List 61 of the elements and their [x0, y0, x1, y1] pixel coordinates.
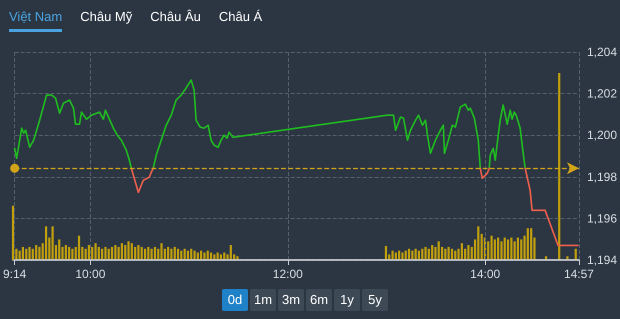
bar	[108, 248, 110, 260]
bar	[404, 250, 407, 260]
period-button[interactable]: 3m	[278, 289, 304, 311]
bar	[526, 228, 529, 260]
bar	[196, 252, 199, 260]
period-button[interactable]: 1m	[250, 289, 276, 311]
bar	[84, 248, 87, 260]
bar	[98, 246, 100, 260]
bar	[206, 250, 209, 260]
bar	[35, 245, 38, 260]
bar	[12, 206, 14, 260]
bar	[490, 236, 493, 260]
region-tab[interactable]: Việt Nam	[9, 9, 62, 32]
bar	[140, 246, 143, 260]
y-tick-label: 1,196	[586, 211, 618, 226]
period-button[interactable]: 5y	[362, 289, 388, 311]
bar	[174, 246, 176, 260]
bar	[190, 248, 192, 260]
bar	[32, 248, 34, 260]
y-tick-label: 1,204	[586, 45, 618, 59]
bar	[477, 226, 480, 260]
period-button[interactable]: 1y	[334, 289, 360, 311]
bar	[438, 241, 440, 260]
y-tick-label: 1,202	[586, 86, 618, 101]
bar	[494, 239, 496, 260]
bar	[130, 243, 133, 260]
bar	[78, 236, 80, 260]
y-tick-label: 1,200	[586, 128, 618, 142]
bar	[428, 248, 430, 260]
bar	[504, 238, 506, 260]
bar	[574, 248, 577, 260]
bar	[558, 73, 560, 260]
bar	[520, 239, 522, 260]
bar	[134, 246, 136, 260]
bar	[91, 246, 94, 260]
bar	[223, 252, 226, 260]
bar	[431, 245, 434, 260]
x-tick-label: 14:57	[564, 267, 594, 281]
bar	[421, 248, 424, 260]
bar	[147, 246, 150, 260]
period-button[interactable]: 0d	[222, 289, 248, 311]
region-tab[interactable]: Châu Mỹ	[80, 9, 132, 32]
period-button[interactable]: 6m	[306, 289, 332, 311]
bar	[180, 250, 182, 260]
x-tick-label: 10:00	[75, 267, 106, 281]
x-tick-label: 12:00	[272, 267, 304, 281]
bar	[530, 228, 532, 260]
bar	[394, 252, 397, 260]
bar	[184, 248, 186, 260]
bar	[230, 245, 232, 260]
x-tick-label: 14:00	[470, 267, 501, 281]
bar	[444, 248, 446, 260]
bar	[454, 250, 456, 260]
x-tick-label: 9:14	[3, 267, 27, 281]
region-tab[interactable]: Châu Âu	[150, 9, 201, 32]
bar	[25, 248, 28, 260]
region-tab[interactable]: Châu Á	[218, 9, 262, 32]
bar	[58, 239, 60, 260]
y-tick-label: 1,198	[586, 170, 618, 184]
y-tick-label: 1,194	[586, 253, 618, 267]
bar	[124, 245, 126, 260]
